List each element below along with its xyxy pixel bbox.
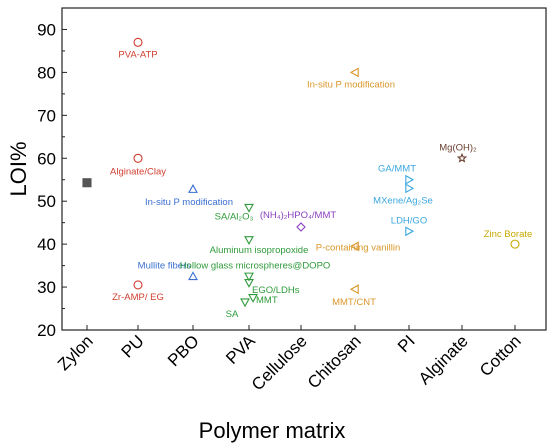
- point-label: MXene/Ag₂Se: [373, 195, 433, 206]
- x-tick-label-pi: PI: [394, 331, 419, 356]
- point-label: LDH/GO: [391, 215, 427, 226]
- data-point-triangle-up: [188, 184, 198, 193]
- plot-area: [61, 7, 547, 331]
- y-axis-title: LOI%: [6, 141, 31, 196]
- data-point-circle: [133, 280, 143, 290]
- x-tick-label-cotton: Cotton: [476, 331, 525, 380]
- y-tick-label: 50: [37, 192, 56, 211]
- point-label: Aluminum isopropoxide: [210, 245, 309, 256]
- point-label: MMT/CNT: [332, 297, 376, 308]
- x-tick-label-alginate: Alginate: [415, 331, 472, 388]
- data-point-circle: [510, 239, 520, 249]
- point-label: Alginate/Clay: [110, 166, 166, 177]
- data-point-diamond: [296, 222, 306, 232]
- y-axis: 20 30 40 50 60 70 80 90: [37, 20, 67, 340]
- y-tick-label: 90: [37, 20, 56, 39]
- point-label: PVA-ATP: [118, 49, 157, 60]
- point-labels: PVA-ATP Alginate/Clay Zr-AMP/ EG In-situ P …: [110, 49, 532, 320]
- data-point-triangle-down: [244, 203, 254, 213]
- point-label: Mullite fibers: [138, 260, 192, 271]
- data-point-triangle-right: [405, 183, 415, 194]
- data-point-triangle-down: [240, 298, 250, 308]
- point-label: (NH₄)₂HPO₄/MMT: [260, 210, 337, 221]
- point-label: SA/Al₂O₃: [215, 212, 254, 223]
- data-point-triangle-down: [244, 236, 254, 245]
- y-tick-label: 40: [37, 235, 56, 254]
- data-point-triangle-down: [244, 279, 254, 288]
- point-label: In-situ P modification: [307, 79, 395, 90]
- y-tick-label: 80: [37, 63, 56, 82]
- data-point-triangle-left: [349, 241, 359, 252]
- point-label: P-containing vanillin: [316, 242, 401, 253]
- y-tick-label: 70: [37, 106, 56, 125]
- data-point-triangle-left: [349, 67, 359, 78]
- point-label: GA/MMT: [378, 164, 416, 175]
- data-point-triangle-up: [188, 271, 198, 281]
- point-label: Zr-AMP/ EG: [112, 292, 164, 303]
- x-axis-title: Polymer matrix: [199, 418, 346, 443]
- data-point-triangle-right: [405, 174, 415, 185]
- data-point-square: [82, 178, 92, 188]
- x-tick-label-pva: PVA: [222, 331, 259, 368]
- x-tick-label-pu: PU: [118, 331, 148, 361]
- point-label: SA: [226, 309, 239, 320]
- data-point-triangle-right: [405, 226, 415, 237]
- point-label: Mg(OH)₂: [439, 142, 477, 153]
- x-tick-label-cellulose: Cellulose: [248, 331, 311, 394]
- y-tick-label: 60: [37, 149, 56, 168]
- data-point-circle: [133, 153, 143, 163]
- x-tick-label-zylon: Zylon: [54, 331, 97, 374]
- data-point-triangle-left: [349, 284, 359, 295]
- data-point-star: [456, 152, 468, 163]
- y-tick-label: 30: [37, 278, 56, 297]
- x-tick-label-pbo: PBO: [164, 331, 203, 370]
- data-points: [82, 37, 520, 308]
- point-label: Hollow glass microspheres@DOPO: [180, 260, 331, 271]
- x-tick-label-chitosan: Chitosan: [304, 331, 365, 392]
- point-label: Zinc Borate: [484, 229, 533, 240]
- y-tick-label: 20: [37, 321, 56, 340]
- data-point-triangle-down: [244, 272, 254, 282]
- data-point-triangle-down: [248, 294, 258, 303]
- point-label: In-situ P modification: [145, 197, 233, 208]
- data-point-circle: [133, 37, 143, 47]
- point-label: MMT: [256, 295, 278, 306]
- point-label: EGO/LDHs: [252, 285, 300, 296]
